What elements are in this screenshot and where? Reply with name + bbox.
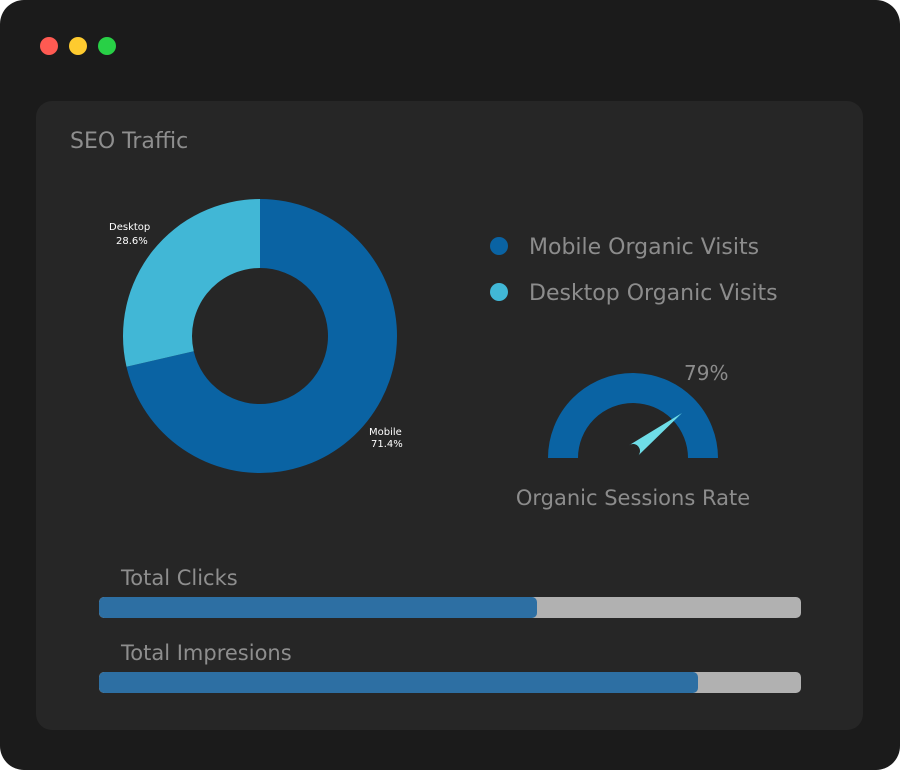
progress-fill [99, 597, 538, 618]
legend-label-mobile: Mobile Organic Visits [529, 235, 759, 260]
gauge-needle [628, 412, 682, 457]
maximize-window-button[interactable] [98, 37, 116, 55]
donut-chart [122, 199, 398, 473]
slice-label-mobile: Mobile [369, 427, 402, 438]
progress-track [99, 672, 801, 693]
gauge-arc [548, 373, 718, 459]
card-title: SEO Traffic [70, 129, 189, 154]
seo-traffic-card: SEO Traffic Desktop 28.6% Mobile 71.4% M… [36, 101, 863, 730]
progress-fill [99, 672, 698, 693]
metric-total-clicks: Total Clicks [99, 564, 801, 618]
legend-label-desktop: Desktop Organic Visits [529, 281, 778, 306]
slice-value-mobile: 71.4% [371, 439, 403, 450]
metric-label: Total Clicks [121, 566, 238, 590]
donut-slice-mobile [126, 199, 398, 473]
legend-marker-mobile [490, 237, 508, 255]
close-window-button[interactable] [40, 37, 58, 55]
progress-track [99, 597, 801, 618]
legend-marker-desktop [490, 283, 508, 301]
metric-label: Total Impresions [121, 641, 292, 665]
charts-canvas: Desktop 28.6% Mobile 71.4% Mobile Organi… [109, 199, 778, 510]
gauge-value: 79% [684, 361, 728, 385]
slice-value-desktop: 28.6% [116, 236, 148, 247]
slice-label-desktop: Desktop [109, 222, 150, 233]
metric-total-impressions: Total Impresions [99, 639, 801, 693]
donut-slice-desktop [122, 199, 260, 367]
minimize-window-button[interactable] [69, 37, 87, 55]
gauge-caption: Organic Sessions Rate [516, 486, 750, 510]
